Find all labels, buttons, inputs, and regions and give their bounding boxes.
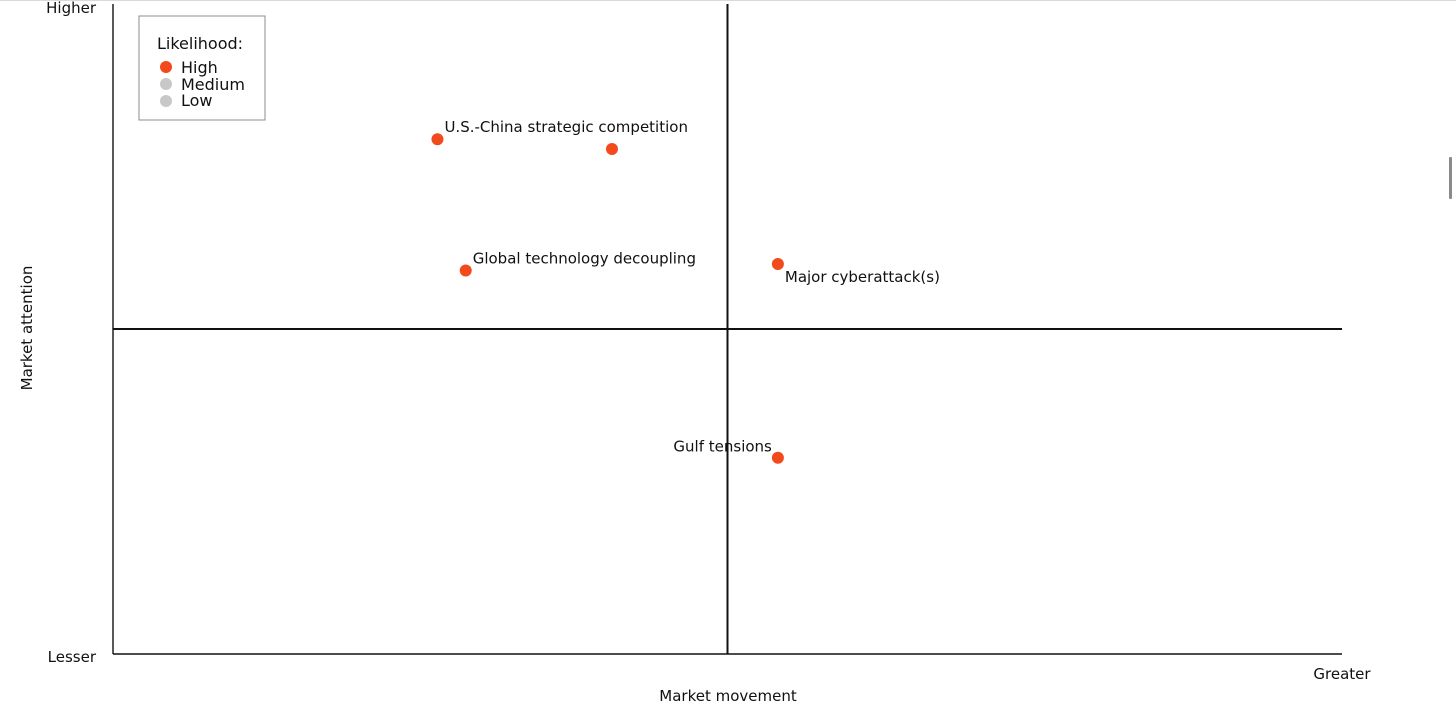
data-point-label: U.S.-China strategic competition [444,118,688,136]
axes [112,4,1342,655]
data-point-label: Global technology decoupling [473,250,696,268]
data-point[interactable] [431,133,444,146]
data-point[interactable] [605,142,618,155]
y-axis-max-label: Higher [46,0,97,17]
scrollbar-thumb[interactable] [1449,157,1452,199]
data-point-label: Major cyberattack(s) [785,268,940,286]
legend-box [138,15,266,121]
legend-marker-high [160,61,172,73]
legend-label-low: Low [181,91,213,110]
data-points: U.S.-China strategic competition Global t… [431,118,940,464]
legend-marker-medium [160,78,172,90]
legend-label-medium: Medium [181,75,245,94]
data-point-label: Gulf tensions [673,438,772,456]
x-axis-max-label: Greater [1313,665,1371,683]
data-point[interactable] [771,258,784,270]
data-point[interactable] [771,451,784,464]
y-axis-min-label: Lesser [48,648,97,666]
x-axis-title: Market movement [659,687,797,705]
legend-label-high: High [181,58,218,77]
legend-title: Likelihood: [157,34,243,53]
top-border [0,0,1456,1]
y-axis-title: Market attention [18,266,36,391]
legend: Likelihood: High Medium Low [138,15,266,121]
legend-marker-low [160,95,172,107]
data-point[interactable] [459,264,472,277]
